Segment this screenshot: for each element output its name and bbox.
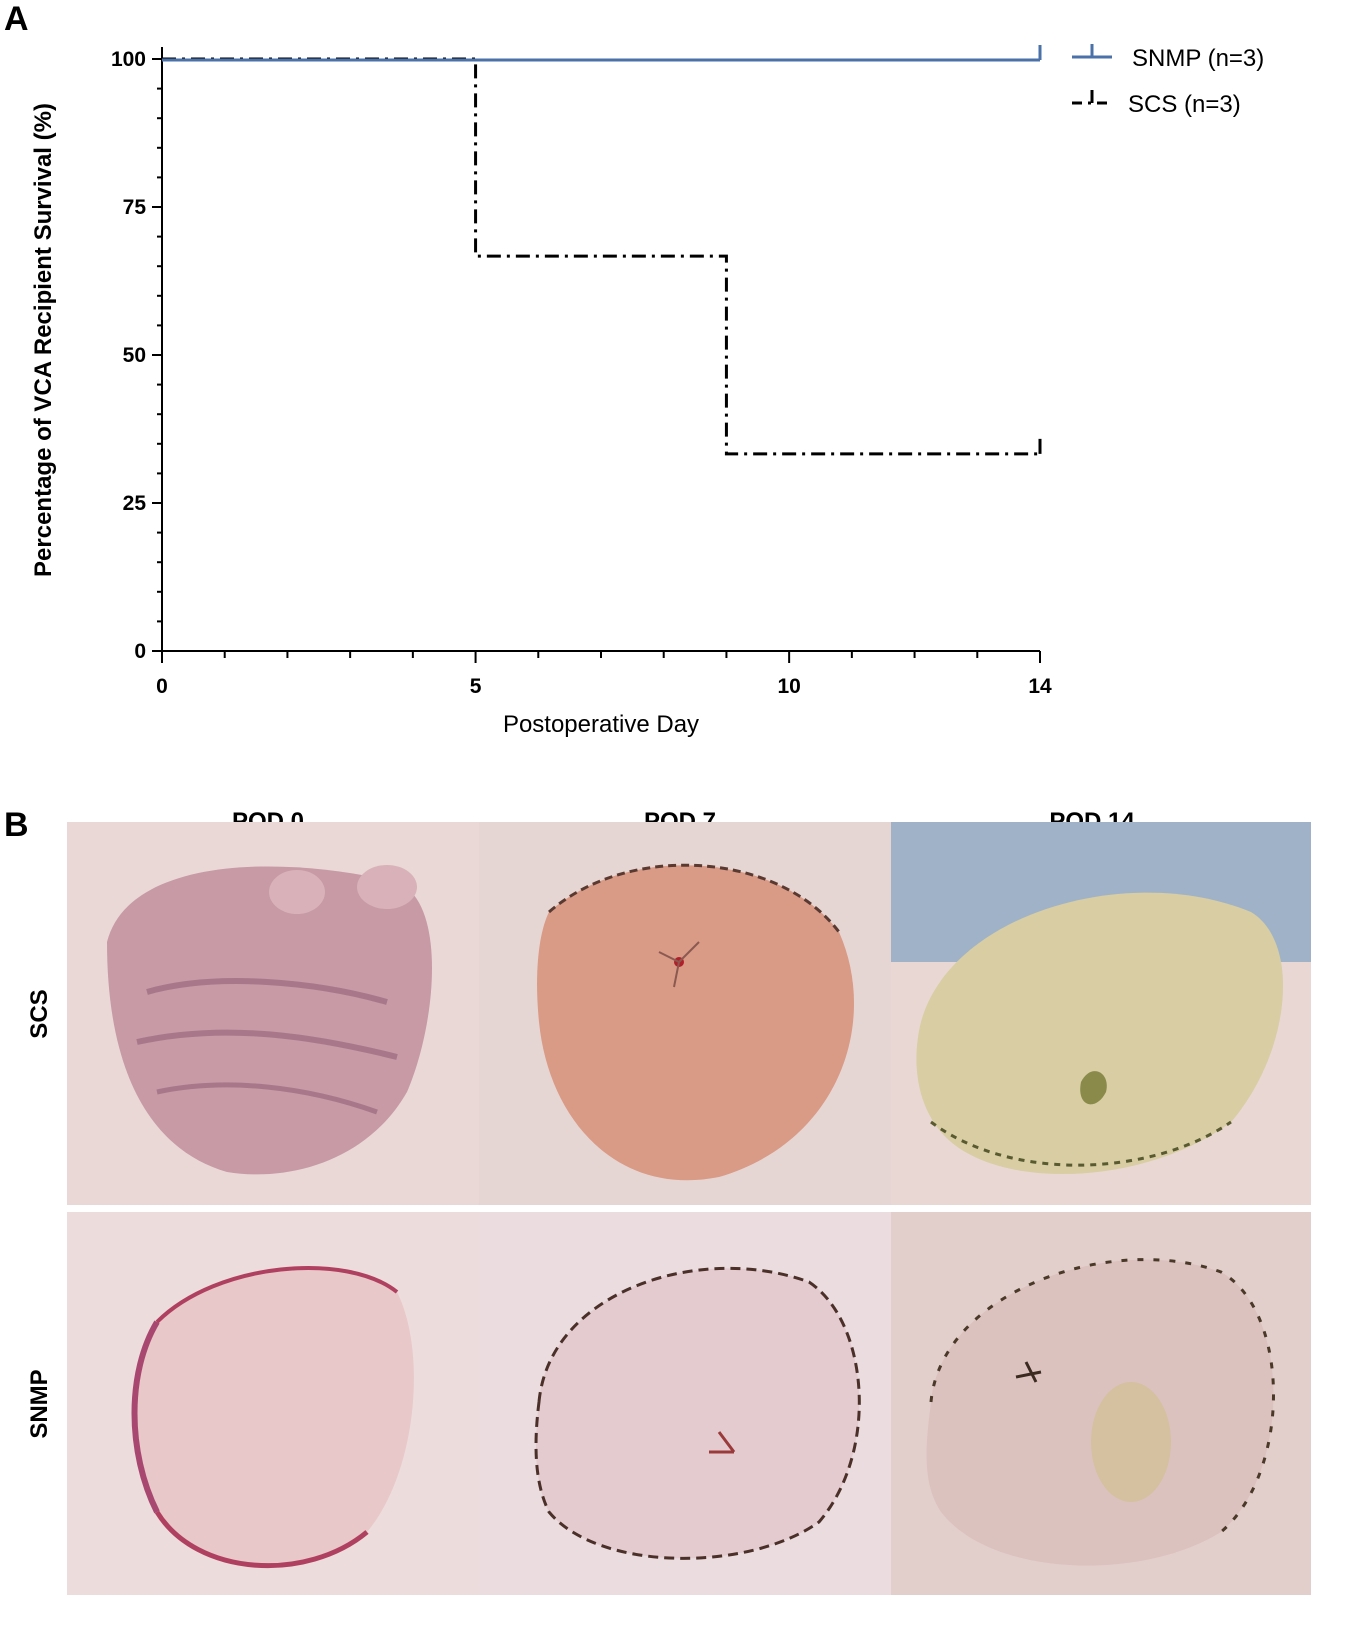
chart-axes: 0 25 50 75 100 0 5 10 14 <box>111 47 1052 698</box>
x-tick-label: 0 <box>156 675 168 698</box>
x-tick-label: 14 <box>1028 675 1052 698</box>
x-axis-title: Postoperative Day <box>503 711 699 738</box>
survival-chart: 0 25 50 75 100 0 5 10 14 Postoperative Day Perce… <box>30 44 1264 738</box>
photo-scs-pod-7 <box>479 822 899 1205</box>
photo-snmp-pod-0 <box>67 1212 487 1595</box>
y-axis-title: Percentage of VCA Recipient Survival (%) <box>30 103 57 577</box>
y-tick-label: 25 <box>123 492 147 515</box>
photo-scs-pod-0 <box>67 822 487 1205</box>
y-tick-label: 75 <box>123 196 147 219</box>
x-tick-label: 5 <box>470 675 482 698</box>
panel-label-b: B <box>4 806 29 844</box>
row-header-scs: SCS <box>26 989 53 1039</box>
y-tick-label: 50 <box>123 344 146 367</box>
legend-label-scs: SCS (n=3) <box>1128 91 1241 118</box>
panel-label-a: A <box>4 0 29 38</box>
photo-snmp-pod-14 <box>891 1212 1311 1595</box>
row-header-snmp: SNMP <box>26 1369 53 1439</box>
x-tick-label: 10 <box>777 675 800 698</box>
photo-scs-pod-14 <box>891 822 1311 1205</box>
chart-legend: SNMP (n=3) SCS (n=3) <box>1072 44 1264 118</box>
y-tick-label: 100 <box>111 48 146 71</box>
photo-snmp-pod-7 <box>479 1212 899 1595</box>
legend-label-snmp: SNMP (n=3) <box>1132 45 1264 72</box>
series-line-scs <box>162 57 1040 456</box>
chart-series-layer <box>162 45 1042 456</box>
y-tick-label: 0 <box>134 640 146 663</box>
